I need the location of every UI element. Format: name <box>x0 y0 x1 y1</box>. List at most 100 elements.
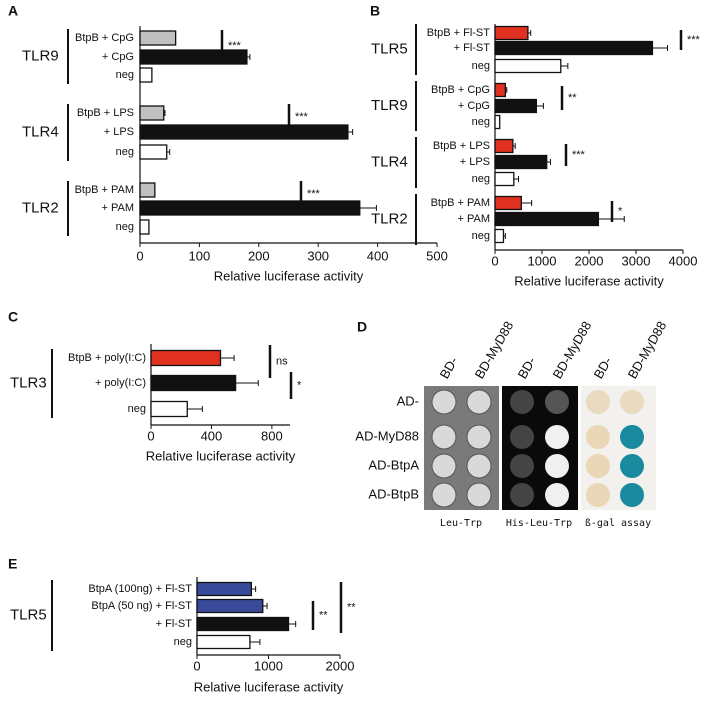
x-tick-label: 2000 <box>326 658 355 673</box>
x-tick-label: 0 <box>147 428 154 443</box>
colony-spot <box>510 390 534 414</box>
significance-label: *** <box>307 188 321 200</box>
bar <box>150 349 222 367</box>
bar <box>139 219 150 235</box>
category-label: + Fl-ST <box>454 42 491 54</box>
colony-spot <box>466 482 492 508</box>
category-label: neg <box>116 221 134 233</box>
bar <box>139 49 248 65</box>
x-tick-label: 0 <box>136 248 143 263</box>
panel-letter: A <box>8 3 18 19</box>
category-label: BtpB + poly(I:C) <box>68 352 146 364</box>
assay-label: His-Leu-Trp <box>506 518 572 529</box>
bar <box>139 124 349 140</box>
bar <box>494 58 562 74</box>
category-label: neg <box>174 636 192 648</box>
bar <box>150 374 237 392</box>
x-tick-label: 400 <box>367 248 389 263</box>
panel-letter: B <box>370 3 380 19</box>
colony-spot <box>586 425 610 449</box>
significance-label: *** <box>687 34 701 46</box>
bar <box>139 30 177 46</box>
x-tick-label: 500 <box>426 248 448 263</box>
x-tick-label: 4000 <box>669 253 698 268</box>
bar <box>196 598 264 614</box>
bar <box>494 40 654 56</box>
significance-label: ** <box>347 601 356 613</box>
category-label: neg <box>128 403 146 415</box>
significance-label: *** <box>295 111 309 123</box>
row-label: AD- <box>397 393 419 408</box>
colony-spot <box>586 454 610 478</box>
column-label: BD-MyD88 <box>550 319 595 382</box>
significance-label: * <box>297 379 302 391</box>
colony-spot <box>431 424 457 450</box>
bar <box>494 154 548 170</box>
colony-spot <box>431 453 457 479</box>
x-axis-label: Relative luciferase activity <box>146 448 296 463</box>
bar <box>494 98 538 114</box>
column-label: BD-MyD88 <box>625 319 670 382</box>
panel-letter: D <box>357 319 367 335</box>
bar <box>494 228 505 244</box>
category-label: neg <box>472 230 490 242</box>
colony-spot <box>466 424 492 450</box>
column-label: BD- <box>437 354 461 381</box>
category-label: BtpB + LPS <box>433 140 490 152</box>
colony-spot <box>431 482 457 508</box>
x-tick-label: 1000 <box>254 658 283 673</box>
bar <box>139 144 168 160</box>
row-label: AD-BtpB <box>368 486 419 501</box>
significance-label: * <box>618 205 623 217</box>
x-tick-label: 0 <box>491 253 498 268</box>
x-tick-label: 3000 <box>622 253 651 268</box>
colony-spot <box>510 454 534 478</box>
bar <box>139 67 153 83</box>
bar <box>139 182 156 198</box>
bar <box>196 581 252 597</box>
panel-letter: E <box>8 556 17 572</box>
column-label: BD- <box>515 354 539 381</box>
category-label: BtpB + Fl-ST <box>427 27 491 39</box>
category-label: neg <box>472 173 490 185</box>
significance-label: ** <box>319 609 328 621</box>
bar <box>494 25 529 41</box>
category-label: BtpA (50 ng) + Fl-ST <box>91 600 192 612</box>
category-label: BtpB + PAM <box>431 197 490 209</box>
group-label: TLR5 <box>10 606 47 623</box>
group-label: TLR4 <box>371 153 408 170</box>
category-label: BtpA (100ng) + Fl-ST <box>88 583 192 595</box>
colony-spot <box>545 390 569 414</box>
category-label: + PAM <box>457 213 490 225</box>
bar <box>494 138 514 154</box>
x-axis-label: Relative luciferase activity <box>514 273 664 288</box>
category-label: neg <box>472 60 490 72</box>
colony-spot <box>620 390 644 414</box>
category-label: neg <box>116 69 134 81</box>
colony-spot <box>545 483 569 507</box>
category-label: + poly(I:C) <box>95 377 146 389</box>
bar <box>494 171 515 187</box>
bar <box>139 200 361 216</box>
category-label: BtpB + PAM <box>75 184 134 196</box>
significance-label: ** <box>568 92 577 104</box>
x-tick-label: 400 <box>201 428 223 443</box>
category-label: BtpB + CpG <box>75 32 134 44</box>
x-tick-label: 300 <box>307 248 329 263</box>
row-label: AD-MyD88 <box>355 428 419 443</box>
bar <box>196 616 290 632</box>
column-label: BD-MyD88 <box>472 319 517 382</box>
x-tick-label: 100 <box>189 248 211 263</box>
x-tick-label: 2000 <box>575 253 604 268</box>
significance-label: *** <box>572 149 586 161</box>
category-label: + CpG <box>102 51 134 63</box>
bar <box>494 82 506 98</box>
colony-spot <box>545 454 569 478</box>
bar <box>150 400 188 418</box>
x-axis-label: Relative luciferase activity <box>214 268 364 283</box>
category-label: BtpB + CpG <box>431 84 490 96</box>
category-label: + LPS <box>460 156 490 168</box>
colony-spot <box>510 483 534 507</box>
colony-spot <box>545 425 569 449</box>
